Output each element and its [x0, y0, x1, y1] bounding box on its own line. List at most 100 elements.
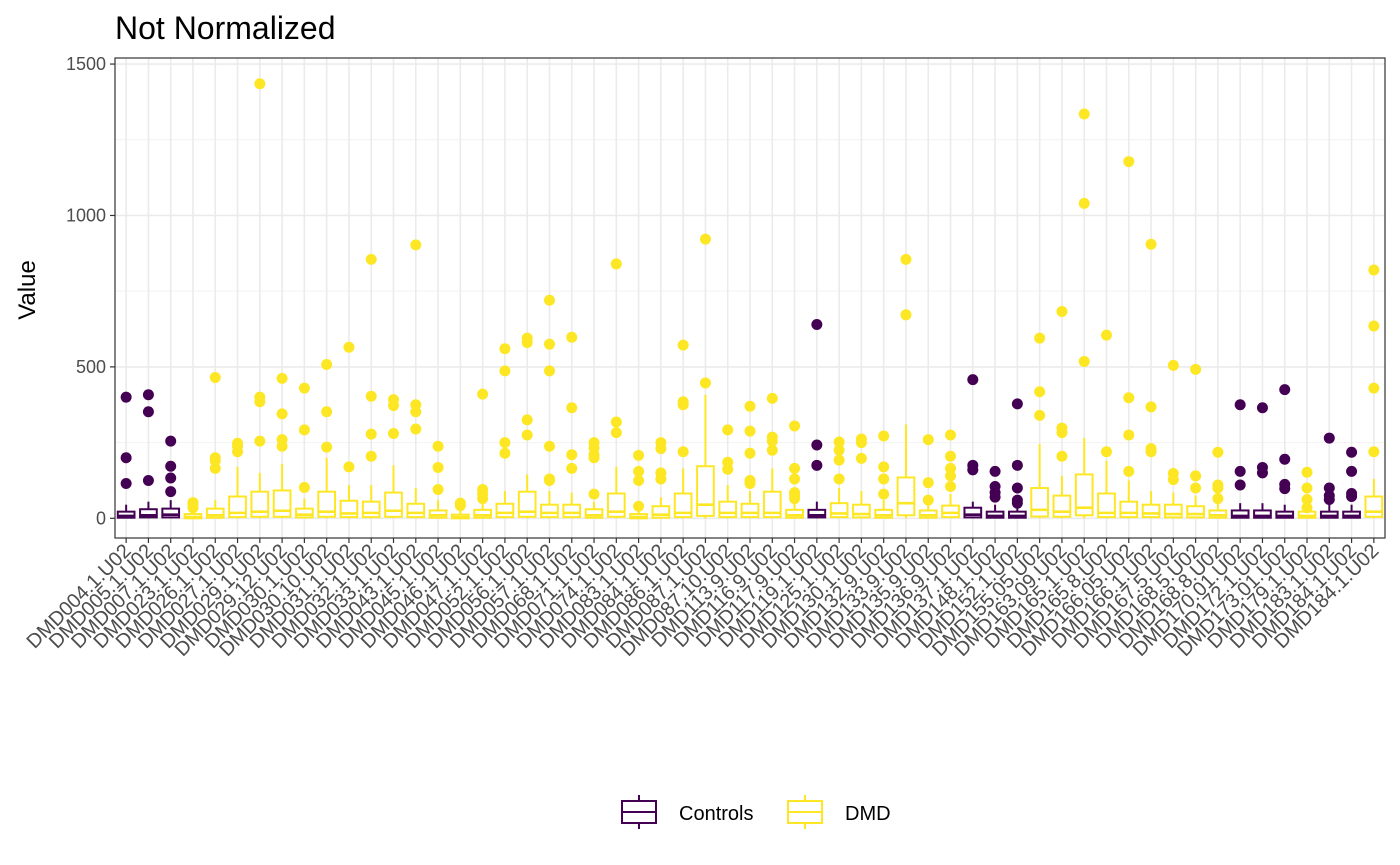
- box-iqr: [473, 508, 492, 519]
- outlier-point: [633, 474, 645, 486]
- outlier-point: [410, 406, 422, 418]
- outlier-point: [298, 382, 310, 394]
- outlier-point: [699, 377, 711, 389]
- outlier-point: [722, 463, 734, 475]
- outlier-point: [967, 374, 979, 386]
- outlier-point: [945, 462, 957, 474]
- box-controls: [1230, 399, 1250, 519]
- outlier-point: [276, 440, 288, 452]
- outlier-point: [1167, 474, 1179, 486]
- y-tick-label: 500: [76, 357, 106, 377]
- box-iqr: [1364, 495, 1384, 518]
- box-dmd: [272, 372, 292, 519]
- legend-item-controls: Controls: [621, 795, 753, 829]
- box-dmd: [428, 440, 448, 519]
- box-dmd: [896, 253, 916, 519]
- box-iqr: [1230, 509, 1250, 519]
- outlier-point: [499, 437, 511, 449]
- outlier-point: [254, 396, 266, 408]
- box-iqr: [1253, 509, 1272, 519]
- box-dmd: [1097, 329, 1116, 519]
- box-controls: [807, 318, 827, 519]
- outlier-point: [1279, 483, 1291, 495]
- outlier-point: [722, 424, 734, 436]
- box-iqr: [1186, 505, 1205, 519]
- box-iqr: [718, 500, 738, 519]
- outlier-point: [232, 446, 244, 458]
- outlier-point: [521, 414, 533, 426]
- box-iqr: [696, 465, 715, 517]
- outlier-point: [633, 465, 645, 477]
- outlier-point: [789, 420, 801, 432]
- box-dmd: [1030, 332, 1050, 519]
- outlier-point: [833, 436, 845, 448]
- outlier-point: [566, 462, 578, 474]
- box-dmd: [606, 258, 626, 519]
- outlier-point: [922, 477, 934, 489]
- box-iqr: [874, 508, 894, 519]
- outlier-point: [1011, 482, 1023, 494]
- box-dmd: [406, 239, 426, 519]
- outlier-point: [321, 358, 333, 370]
- y-tick-label: 0: [96, 508, 106, 528]
- outlier-point: [365, 428, 377, 440]
- x-axis: DMD004.1.U02DMD005.1.U02DMD007.1.U02DMD0…: [23, 538, 1383, 661]
- outlier-point: [1212, 482, 1224, 494]
- box-iqr: [139, 508, 158, 519]
- outlier-point: [120, 477, 132, 489]
- outlier-point: [521, 429, 533, 441]
- box-dmd: [874, 430, 894, 519]
- y-tick-label: 1000: [66, 205, 106, 225]
- box-iqr: [740, 502, 760, 519]
- outlier-point: [187, 502, 199, 514]
- box-dmd: [473, 388, 492, 519]
- outlier-point: [610, 416, 622, 428]
- outlier-point: [789, 462, 801, 474]
- outlier-point: [744, 425, 756, 437]
- outlier-point: [855, 437, 867, 449]
- box-dmd: [696, 233, 715, 519]
- legend-label: DMD: [845, 803, 891, 825]
- outlier-point: [321, 441, 333, 453]
- outlier-point: [254, 78, 266, 90]
- outlier-point: [833, 454, 845, 466]
- outlier-point: [209, 455, 221, 467]
- outlier-point: [1323, 432, 1335, 444]
- outlier-point: [677, 399, 689, 411]
- outlier-point: [276, 372, 288, 384]
- outlier-point: [388, 428, 400, 440]
- outlier-point: [1346, 491, 1358, 503]
- outlier-point: [1279, 453, 1291, 465]
- box-controls: [1342, 446, 1361, 519]
- box-controls: [963, 374, 983, 519]
- outlier-point: [655, 443, 667, 455]
- outlier-point: [142, 389, 154, 401]
- outlier-point: [1167, 359, 1179, 371]
- outlier-point: [165, 460, 177, 472]
- box-dmd: [183, 497, 203, 520]
- outlier-point: [1301, 466, 1313, 478]
- outlier-point: [945, 429, 957, 441]
- outlier-point: [811, 439, 823, 451]
- outlier-point: [833, 473, 845, 485]
- box-controls: [1319, 432, 1339, 519]
- outlier-point: [1323, 494, 1335, 506]
- outlier-point: [1056, 427, 1068, 439]
- outlier-point: [209, 462, 221, 474]
- outlier-point: [878, 473, 890, 485]
- outlier-point: [521, 337, 533, 349]
- outlier-point: [744, 400, 756, 412]
- outlier-point: [254, 435, 266, 447]
- outlier-point: [833, 444, 845, 456]
- outlier-point: [1212, 493, 1224, 505]
- outlier-point: [1078, 355, 1090, 367]
- outlier-point: [1234, 465, 1246, 477]
- outlier-point: [321, 406, 333, 418]
- box-dmd: [562, 331, 582, 519]
- outlier-point: [365, 253, 377, 265]
- outlier-point: [588, 452, 600, 464]
- outlier-point: [1190, 470, 1202, 482]
- box-iqr: [1163, 503, 1183, 519]
- outlier-point: [343, 341, 355, 353]
